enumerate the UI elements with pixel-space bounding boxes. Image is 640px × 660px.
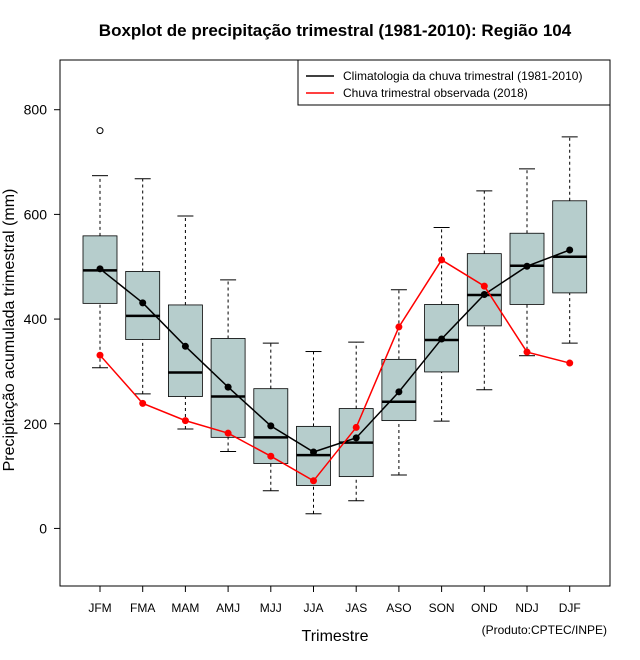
y-axis-label: Precipitação acumulada trimestral (mm) bbox=[1, 189, 18, 472]
boxes-layer bbox=[82, 127, 588, 515]
series-point-observed bbox=[480, 282, 488, 290]
box-iqr bbox=[466, 253, 502, 327]
series-point-observed bbox=[395, 323, 403, 331]
series-line-climatology bbox=[99, 249, 570, 453]
series-point-observed bbox=[181, 417, 189, 425]
x-tick-label-ndj: NDJ bbox=[515, 601, 538, 615]
box-jas bbox=[338, 341, 374, 502]
y-axis: 0 200 400 600 800 bbox=[24, 102, 60, 536]
box-djf bbox=[552, 136, 588, 344]
y-tick-label: 600 bbox=[24, 206, 48, 222]
x-tick-label-mam: MAM bbox=[171, 601, 199, 615]
series-point-climatology bbox=[480, 290, 488, 298]
series-point-climatology bbox=[438, 335, 446, 343]
y-tick-label: 800 bbox=[24, 102, 48, 118]
box-ond bbox=[466, 190, 502, 391]
series-point-climatology bbox=[310, 448, 317, 456]
legend: Climatologia da chuva trimestral (1981-2… bbox=[297, 59, 611, 106]
series-layer bbox=[96, 246, 574, 485]
box-amj bbox=[210, 279, 246, 452]
x-tick-label-fma: FMA bbox=[130, 601, 155, 615]
box-fma bbox=[125, 178, 161, 395]
series-point-observed bbox=[96, 351, 104, 359]
x-axis-label: Trimestre bbox=[302, 628, 369, 645]
box-iqr bbox=[167, 304, 203, 397]
series-point-climatology bbox=[181, 342, 189, 350]
x-tick-label-jfm: JFM bbox=[88, 601, 111, 615]
box-jfm bbox=[82, 127, 118, 369]
credit-text: (Produto:CPTEC/INPE) bbox=[482, 623, 607, 637]
box-mjj bbox=[253, 342, 289, 492]
series-point-observed bbox=[267, 452, 275, 460]
series-point-observed bbox=[224, 429, 232, 437]
legend-label-climatology: Climatologia da chuva trimestral (1981-2… bbox=[343, 69, 582, 83]
series-point-observed bbox=[352, 423, 360, 431]
outlier-point bbox=[96, 127, 104, 135]
series-point-climatology bbox=[224, 383, 232, 391]
series-point-climatology bbox=[523, 262, 531, 270]
y-tick-label: 200 bbox=[24, 416, 48, 432]
box-mam bbox=[167, 215, 203, 430]
series-point-climatology bbox=[395, 388, 403, 396]
series-point-observed bbox=[310, 477, 317, 485]
x-tick-label-son: SON bbox=[429, 601, 455, 615]
x-axis: JFM FMA MAM AMJ MJJ JJA JAS ASO SON OND NDJ DJF bbox=[88, 586, 581, 615]
chart-title: Boxplot de precipitação trimestral (1981… bbox=[99, 21, 572, 40]
x-tick-label-jja: JJA bbox=[303, 601, 323, 615]
x-tick-label-ond: OND bbox=[471, 601, 498, 615]
series-point-observed bbox=[523, 348, 531, 356]
y-tick-label: 400 bbox=[24, 311, 48, 327]
x-tick-label-amj: AMJ bbox=[216, 601, 240, 615]
legend-label-observed: Chuva trimestral observada (2018) bbox=[343, 86, 528, 100]
box-jja bbox=[296, 351, 331, 515]
series-point-climatology bbox=[566, 246, 574, 254]
y-tick-label: 0 bbox=[39, 520, 47, 536]
box-aso bbox=[381, 289, 417, 476]
x-tick-label-aso: ASO bbox=[386, 601, 411, 615]
series-line-observed bbox=[99, 258, 570, 482]
series-point-climatology bbox=[139, 299, 147, 307]
x-tick-label-mjj: MJJ bbox=[260, 601, 282, 615]
series-point-observed bbox=[438, 256, 446, 264]
series-point-climatology bbox=[352, 434, 360, 442]
series-point-climatology bbox=[96, 265, 104, 273]
series-point-observed bbox=[566, 359, 574, 367]
x-tick-label-jas: JAS bbox=[345, 601, 367, 615]
legend-box bbox=[297, 59, 611, 106]
x-tick-label-djf: DJF bbox=[559, 601, 581, 615]
series-point-climatology bbox=[267, 422, 275, 430]
series-point-observed bbox=[139, 399, 147, 407]
